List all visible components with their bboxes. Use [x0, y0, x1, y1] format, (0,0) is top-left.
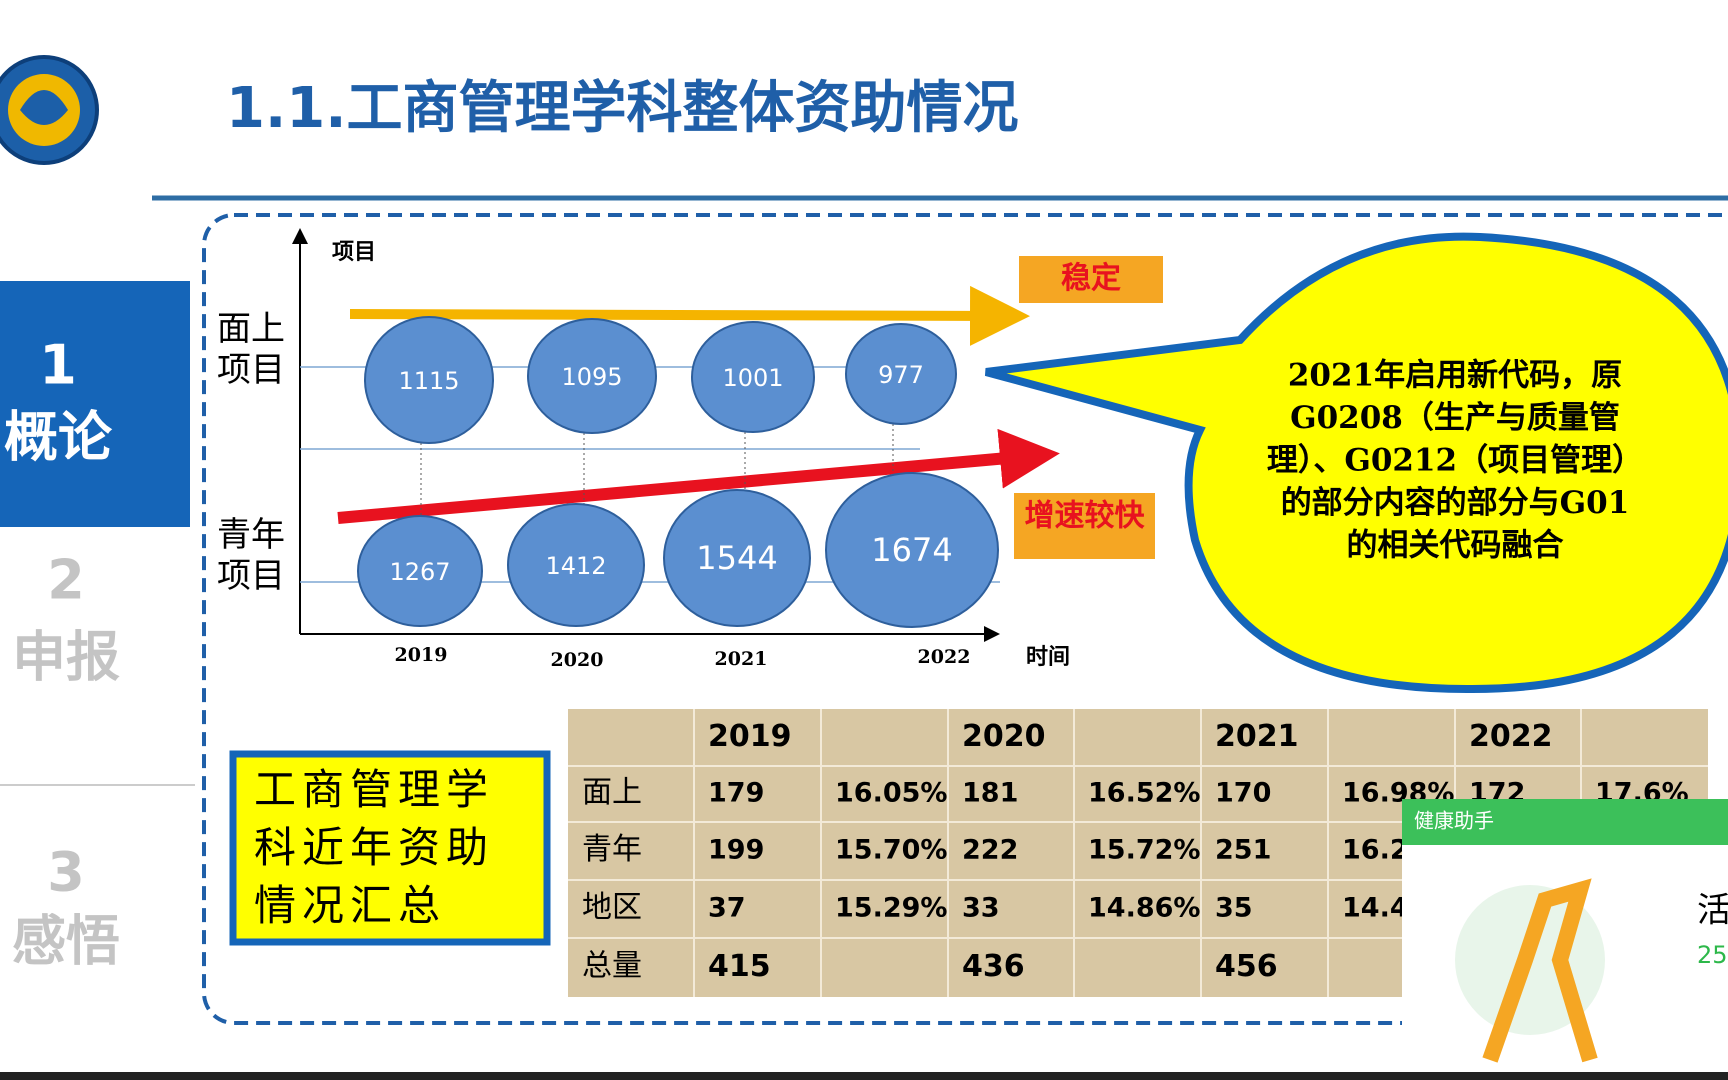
- row-label: 面上: [582, 775, 642, 810]
- sidebar: 1 概论 2 申报 3感悟: [4, 334, 120, 973]
- summary-line: 工商管理学: [254, 765, 494, 814]
- popup-header: [1402, 799, 1728, 845]
- bubble-label: 977: [878, 361, 924, 389]
- section-number: 1: [39, 334, 77, 397]
- x-axis-label: 时间: [1026, 645, 1070, 670]
- header-cell: 2021: [1215, 719, 1299, 754]
- total-cell: 456: [1215, 949, 1278, 984]
- row-label: 青年: [582, 832, 642, 867]
- cell: 181: [962, 778, 1018, 809]
- bubble: [825, 472, 999, 628]
- row-label: 项目: [217, 556, 285, 596]
- bubble-label: 1412: [545, 552, 606, 580]
- section-label: 申报: [12, 626, 120, 689]
- bubble-label: 1544: [696, 539, 777, 577]
- bubble: [364, 316, 494, 444]
- cell: 16.2: [1342, 835, 1409, 866]
- cell: 15.70%: [835, 835, 947, 866]
- popup-number: 25: [1697, 941, 1728, 969]
- cell: 222: [962, 835, 1018, 866]
- row-label: 总量: [582, 949, 642, 984]
- tag-box: [1014, 493, 1155, 559]
- bubble-label: 1001: [722, 364, 783, 392]
- frame: [202, 213, 1728, 1025]
- bubble-label: 1095: [561, 363, 622, 391]
- year-label: 2020: [551, 649, 604, 671]
- bubble-label: 1115: [398, 367, 459, 395]
- bubble: [357, 515, 483, 627]
- cell: 16.05%: [835, 778, 947, 809]
- bubble-label: 1267: [389, 558, 450, 586]
- callout-line: G0208（生产与质量管: [1290, 400, 1620, 436]
- logo: [0, 55, 99, 165]
- header-cell: 2020: [962, 719, 1046, 754]
- cell: 35: [1215, 893, 1253, 924]
- tag-label: 增速较快: [1025, 499, 1146, 534]
- row-label: 项目: [217, 350, 285, 390]
- total-cell: 436: [962, 949, 1025, 984]
- popup-title: 健康助手: [1414, 809, 1494, 833]
- section-label: 概论: [4, 406, 113, 469]
- cell: 15.29%: [835, 893, 947, 924]
- section-number: 3: [47, 841, 85, 904]
- callout-line: 的相关代码融合: [1347, 528, 1564, 564]
- sidebar-active: [0, 281, 190, 527]
- year-label: 2019: [395, 644, 448, 666]
- growth-arrow: [337, 428, 1060, 524]
- total-cell: 415: [708, 949, 771, 984]
- popup-text: 活: [1697, 891, 1728, 931]
- section-label: 感悟: [12, 910, 120, 973]
- summary-box: [229, 750, 551, 946]
- cell: 37: [708, 893, 746, 924]
- header-cell: 2022: [1469, 719, 1553, 754]
- stable-arrow: [349, 285, 1030, 346]
- row-label: 青年: [217, 515, 285, 555]
- cell: 14.4: [1342, 893, 1409, 924]
- row-label: 地区: [582, 890, 642, 925]
- cell: 33: [962, 893, 1000, 924]
- bubble: [527, 318, 657, 434]
- bubble: [663, 489, 811, 627]
- callout-line: 的部分内容的部分与G01: [1281, 485, 1630, 521]
- bubble-label: 1674: [871, 531, 952, 569]
- cell: 16.52%: [1088, 778, 1200, 809]
- callout: [984, 232, 1728, 694]
- tag-box: [1019, 256, 1163, 303]
- cell: 251: [1215, 835, 1271, 866]
- callout-line: 2021年启用新代码，原: [1288, 358, 1622, 394]
- summary-line: 科近年资助: [254, 823, 494, 872]
- cell: 15.72%: [1088, 835, 1200, 866]
- y-axis-label: 项目: [332, 240, 376, 265]
- section-number: 2: [47, 549, 85, 612]
- year-label: 2021: [715, 648, 768, 670]
- callout-line: 理）、G0212（项目管理）: [1267, 443, 1643, 479]
- bubble: [845, 323, 957, 425]
- cell: 199: [708, 835, 764, 866]
- header-cell: 2019: [708, 719, 792, 754]
- cell: 179: [708, 778, 764, 809]
- cell: 14.86%: [1088, 893, 1200, 924]
- bottom-bar: [0, 1072, 1728, 1080]
- year-label: 2022: [918, 646, 971, 668]
- bubble: [691, 321, 815, 433]
- cell: 170: [1215, 778, 1271, 809]
- tag-label: 稳定: [1061, 261, 1121, 296]
- slide-title: 1.1.工商管理学科整体资助情况: [226, 76, 1018, 141]
- summary-line: 情况汇总: [254, 881, 446, 930]
- popup-figure: [1482, 878, 1598, 1063]
- bubble: [507, 503, 645, 627]
- row-label: 面上: [217, 309, 285, 349]
